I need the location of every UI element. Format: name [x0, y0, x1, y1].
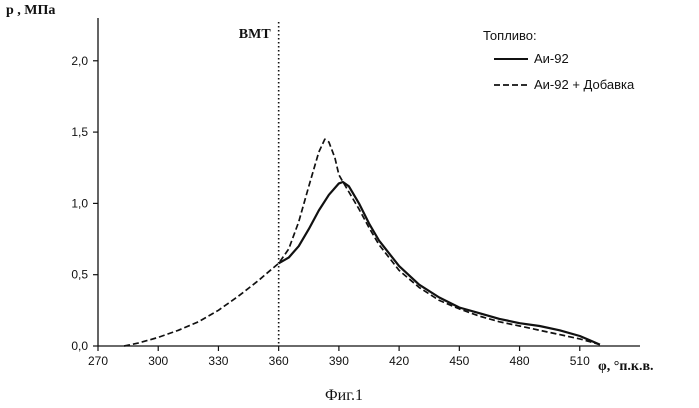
y-axis-ticks: 0,0 0,5 1,0 1,5 2,0 — [71, 54, 98, 353]
figure-caption: Фиг.1 — [325, 387, 363, 404]
x-tick-label: 390 — [329, 354, 349, 368]
x-axis-label: φ, °п.к.в. — [598, 359, 654, 374]
x-tick-label: 330 — [208, 354, 228, 368]
x-tick-label: 480 — [510, 354, 530, 368]
x-tick-label: 420 — [389, 354, 409, 368]
series-line-additive — [123, 138, 601, 347]
y-tick-label: 0,5 — [71, 268, 88, 282]
series-line-base — [278, 180, 601, 346]
annotations: ВМТ — [239, 22, 280, 346]
legend-entry-label: Аи-92 — [534, 51, 569, 66]
y-axis-label: p , МПа — [6, 3, 55, 18]
legend-entry-label: Аи-92 + Добавка — [534, 77, 635, 92]
x-tick-label: 360 — [269, 354, 289, 368]
y-tick-label: 1,0 — [71, 196, 88, 210]
series-lines — [123, 138, 601, 347]
x-tick-label: 300 — [148, 354, 168, 368]
y-tick-label: 1,5 — [71, 125, 88, 139]
x-axis-ticks: 270 300 330 360 390 420 450 480 510 — [88, 346, 590, 368]
legend-title: Топливо: — [483, 28, 537, 43]
tdc-label: ВМТ — [239, 27, 272, 42]
y-tick-label: 0,0 — [71, 339, 88, 353]
x-tick-label: 270 — [88, 354, 108, 368]
x-tick-label: 450 — [449, 354, 469, 368]
x-tick-label: 510 — [570, 354, 590, 368]
plot-frame — [97, 18, 640, 347]
legend: Топливо: Аи-92 Аи-92 + Добавка — [483, 28, 635, 92]
y-tick-label: 2,0 — [71, 54, 88, 68]
